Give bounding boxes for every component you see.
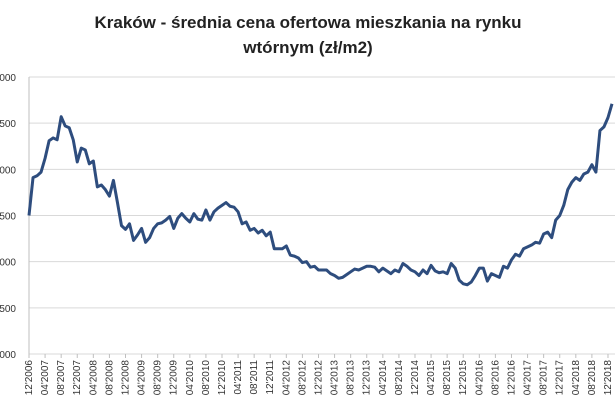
x-tick-label: 12'2010 xyxy=(217,360,228,396)
x-tick-label: 08'2012 xyxy=(297,360,308,396)
x-tick-label: 12'2015 xyxy=(458,360,469,396)
x-tick-label: 04'2018 xyxy=(571,360,582,396)
y-tick-label: 500 xyxy=(0,304,16,315)
chart-title: wtórnym (zł/m2) xyxy=(242,38,372,57)
x-tick-label: 04'2014 xyxy=(378,360,389,396)
x-tick-label: 08'2007 xyxy=(56,360,67,396)
x-tick-label: 12'2013 xyxy=(362,360,373,396)
x-tick-label: 04'2012 xyxy=(281,360,292,396)
x-tick-label: 12'2012 xyxy=(313,360,324,396)
x-tick-label: 04'2011 xyxy=(233,360,244,395)
x-tick-label: 08'2008 xyxy=(104,360,115,396)
y-tick-label: 500 xyxy=(0,212,16,223)
x-tick-label: 08'2016 xyxy=(490,360,501,396)
y-tick-label: 000 xyxy=(0,73,16,84)
x-tick-label: 12'2009 xyxy=(169,360,180,396)
x-tick-label: 04'2013 xyxy=(330,360,341,396)
y-tick-label: 000 xyxy=(0,350,16,361)
y-tick-label: 500 xyxy=(0,119,16,130)
x-tick-label: 12'2016 xyxy=(506,360,517,396)
x-tick-label: 08'2009 xyxy=(153,360,164,396)
x-tick-label: 04'2009 xyxy=(137,360,148,396)
y-tick-label: 000 xyxy=(0,165,16,176)
x-tick-label: 04'2015 xyxy=(426,360,437,396)
x-tick-label: 08'2013 xyxy=(346,360,357,396)
x-tick-label: 08'2017 xyxy=(539,360,550,396)
x-tick-label: 08'2018 xyxy=(587,360,598,396)
x-tick-label: 12'2006 xyxy=(24,360,35,396)
x-tick-label: 08'2015 xyxy=(442,360,453,396)
x-tick-label: 12'2008 xyxy=(120,360,131,396)
x-tick-label: 04'2010 xyxy=(185,360,196,396)
x-tick-label: 04'2008 xyxy=(88,360,99,396)
chart-title: Kraków - średnia cena ofertowa mieszkani… xyxy=(94,13,521,32)
x-tick-label: 12'2014 xyxy=(410,360,421,396)
x-tick-label: 12'2017 xyxy=(555,360,566,396)
y-tick-label: 000 xyxy=(0,258,16,269)
x-tick-label: 04'2017 xyxy=(523,360,534,396)
x-tick-label: 04'2016 xyxy=(474,360,485,396)
x-tick-label: 12'2007 xyxy=(72,360,83,396)
x-tick-label: 12'2011 xyxy=(265,360,276,395)
x-tick-label: 04'2007 xyxy=(40,360,51,396)
x-tick-label: 08'2014 xyxy=(394,360,405,396)
x-tick-label: 08'2011 xyxy=(249,360,260,395)
x-tick-label: 12'2018 xyxy=(603,360,614,396)
line xyxy=(27,103,614,287)
x-tick-label: 08'2010 xyxy=(201,360,212,396)
